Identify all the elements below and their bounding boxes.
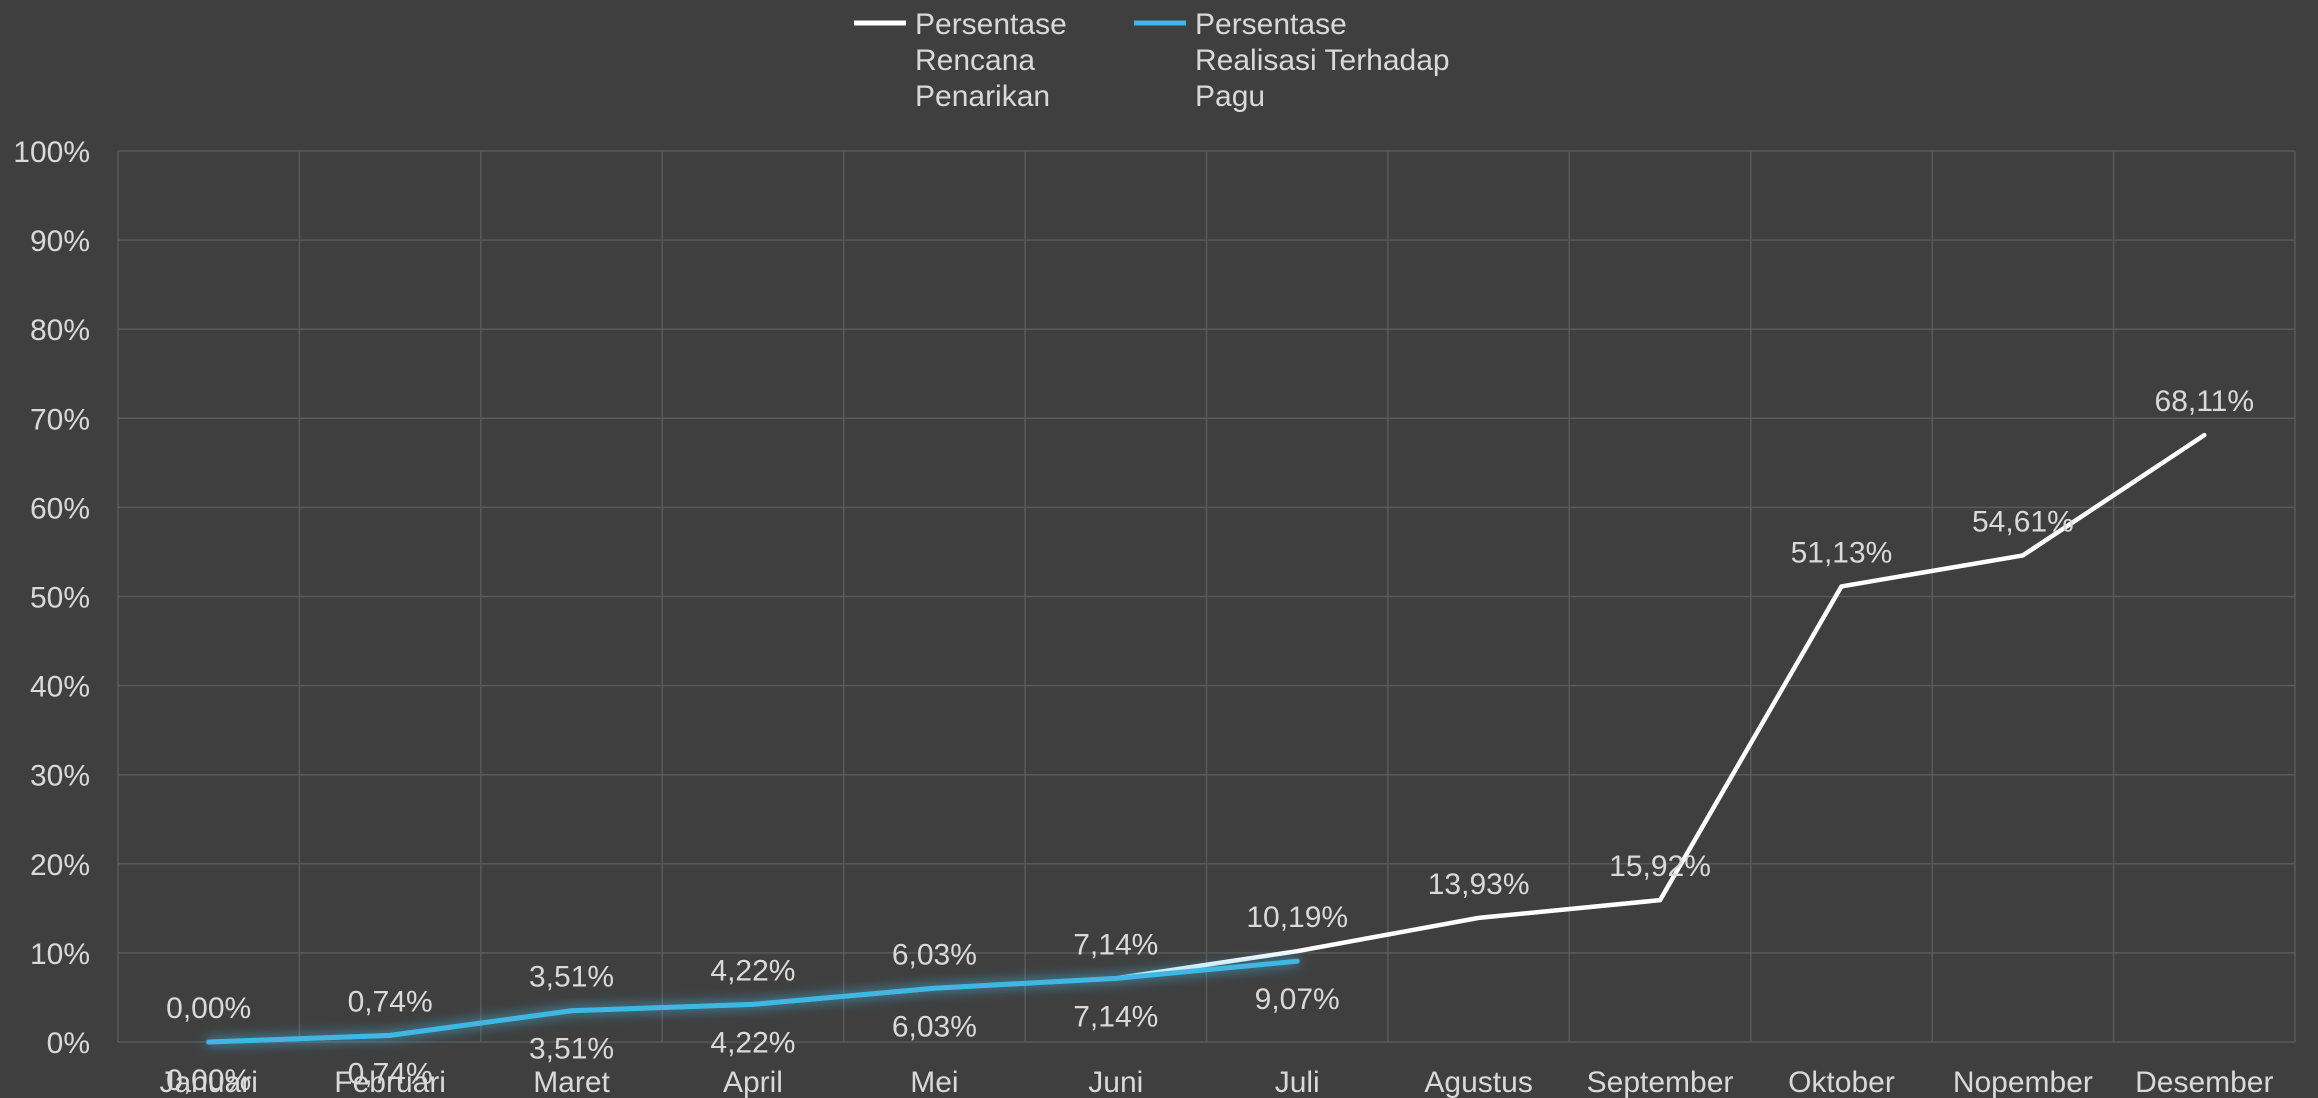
legend-label-rencana: Penarikan: [915, 80, 1050, 113]
data-labels: 0,00% 0,74% 3,51% 4,22% 6,03% 7,14% 10,19% 13,9…: [166, 385, 2254, 1097]
legend-label-rencana: Persentase: [915, 8, 1067, 41]
data-label-rencana: 13,93%: [1428, 868, 1530, 901]
data-label-rencana: 51,13%: [1791, 536, 1893, 569]
legend-label-rencana: Rencana: [915, 44, 1035, 77]
axes: 0% 10% 20% 30% 40% 50% 60% 70% 80% 90% 100% Januari…: [13, 136, 2273, 1098]
x-tick-label: Juni: [1088, 1066, 1143, 1098]
data-label-realisasi: 6,03%: [892, 1010, 977, 1043]
x-tick-label: Agustus: [1424, 1066, 1532, 1098]
y-tick-label: 0%: [47, 1027, 90, 1060]
x-tick-label: Desember: [2135, 1066, 2273, 1098]
data-label-rencana: 15,92%: [1609, 850, 1711, 883]
data-label-rencana: 6,03%: [892, 938, 977, 971]
legend-label-realisasi: Realisasi Terhadap: [1195, 44, 1450, 77]
y-tick-label: 30%: [30, 760, 90, 793]
y-tick-label: 90%: [30, 225, 90, 258]
grid: [117, 150, 2296, 1043]
x-tick-label: September: [1587, 1066, 1734, 1098]
data-label-realisasi: 0,00%: [166, 1064, 251, 1097]
data-label-realisasi: 0,74%: [348, 1057, 433, 1090]
series-group: [206, 432, 2207, 1045]
y-tick-label: 20%: [30, 849, 90, 882]
x-tick-label: Februari: [334, 1066, 446, 1098]
y-tick-label: 60%: [30, 492, 90, 525]
data-label-rencana: 3,51%: [529, 961, 614, 994]
x-tick-label: Maret: [533, 1066, 610, 1098]
x-tick-label: Nopember: [1953, 1066, 2093, 1098]
legend-label-realisasi: Persentase: [1195, 8, 1347, 41]
data-label-rencana: 0,00%: [166, 992, 251, 1025]
y-tick-label: 50%: [30, 582, 90, 615]
y-tick-label: 70%: [30, 403, 90, 436]
x-tick-label: Mei: [910, 1066, 958, 1098]
data-label-rencana: 68,11%: [2155, 385, 2255, 418]
data-label-rencana: 4,22%: [710, 954, 795, 987]
y-tick-label: 100%: [13, 136, 90, 169]
data-label-rencana: 54,61%: [1972, 505, 2074, 538]
data-label-rencana: 0,74%: [348, 985, 433, 1018]
x-tick-label: Januari: [160, 1066, 258, 1098]
x-tick-label: Juli: [1275, 1066, 1320, 1098]
data-label-rencana: 7,14%: [1073, 928, 1158, 961]
series-line-realisasi: [206, 958, 1300, 1045]
y-tick-label: 10%: [30, 938, 90, 971]
data-label-rencana: 10,19%: [1246, 901, 1348, 934]
y-tick-label: 80%: [30, 314, 90, 347]
legend-label-realisasi: Pagu: [1195, 80, 1265, 113]
y-tick-label: 40%: [30, 671, 90, 704]
data-label-realisasi: 7,14%: [1073, 1000, 1158, 1033]
x-tick-label: April: [723, 1066, 783, 1098]
data-label-realisasi: 3,51%: [529, 1033, 614, 1066]
legend: PersentaseRencanaPenarikanPersentaseReal…: [854, 8, 1450, 113]
x-tick-label: Oktober: [1788, 1066, 1895, 1098]
data-label-realisasi: 4,22%: [710, 1026, 795, 1059]
data-label-realisasi: 9,07%: [1255, 983, 1340, 1016]
